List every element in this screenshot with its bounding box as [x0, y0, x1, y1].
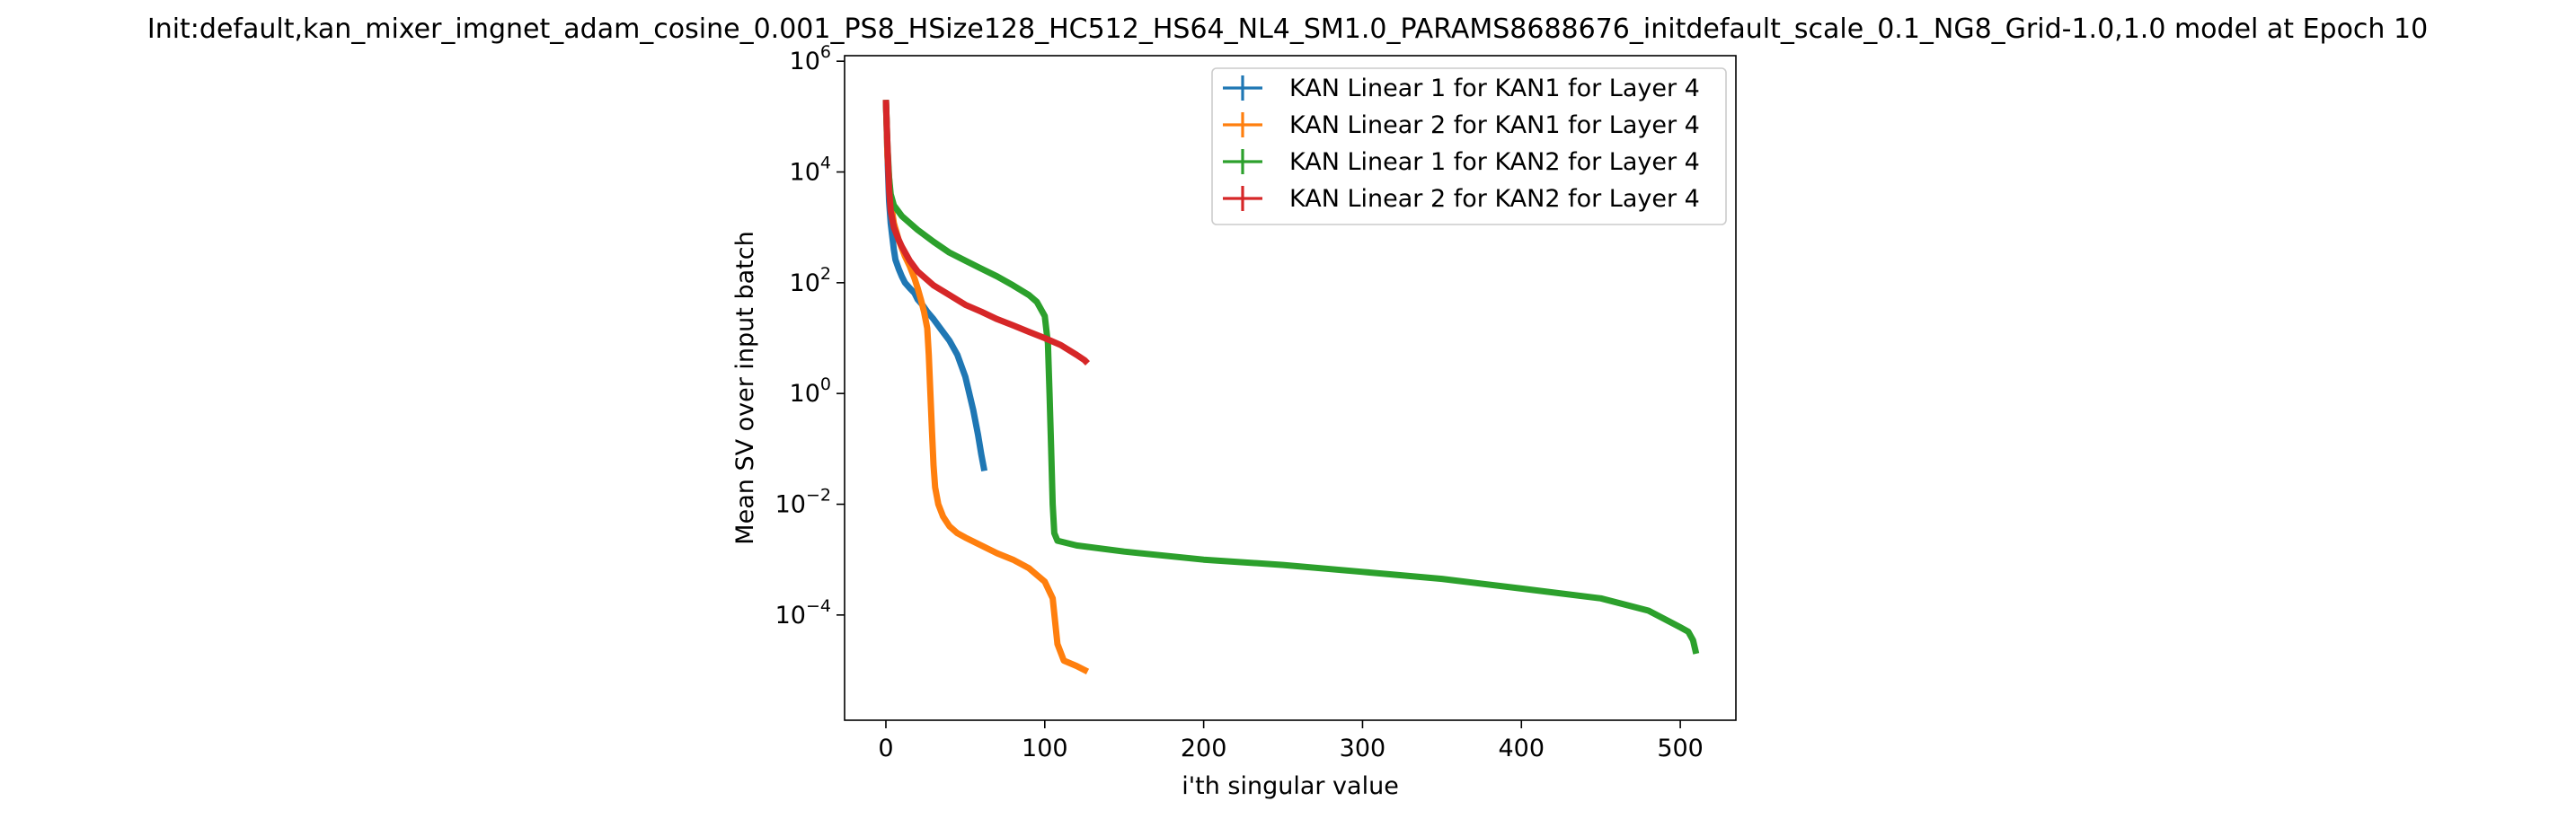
legend-item: KAN Linear 1 for KAN2 for Layer 4 — [1223, 148, 1700, 176]
x-tick-label: 400 — [1499, 735, 1545, 762]
x-tick-label: 500 — [1657, 735, 1704, 762]
legend: KAN Linear 1 for KAN1 for Layer 4 KAN Lin… — [1211, 67, 1727, 225]
y-tick-label: 10−2 — [775, 486, 831, 519]
legend-item: KAN Linear 2 for KAN1 for Layer 4 — [1223, 111, 1700, 139]
x-tick-label: 200 — [1181, 735, 1227, 762]
series-line-2 — [882, 100, 1090, 675]
legend-label: KAN Linear 1 for KAN1 for Layer 4 — [1289, 75, 1700, 102]
y-axis-label: Mean SV over input batch — [731, 231, 759, 544]
x-tick-label: 0 — [878, 735, 893, 762]
series-line-1 — [882, 100, 988, 472]
y-tick-label: 106 — [790, 42, 831, 75]
x-tick-label: 100 — [1022, 735, 1068, 762]
chart-title: Init:default,kan_mixer_imgnet_adam_cosin… — [147, 13, 2428, 45]
x-axis: 0 100 200 300 400 500 — [878, 720, 1704, 762]
legend-item: KAN Linear 1 for KAN1 for Layer 4 — [1223, 75, 1700, 102]
series-line-3 — [882, 100, 1700, 655]
legend-label: KAN Linear 1 for KAN2 for Layer 4 — [1289, 148, 1700, 176]
plot-frame — [844, 55, 1737, 721]
x-tick-label: 300 — [1340, 735, 1386, 762]
series-line-4 — [882, 100, 1091, 366]
y-tick-label: 104 — [790, 154, 831, 187]
legend-label: KAN Linear 2 for KAN2 for Layer 4 — [1289, 185, 1700, 213]
x-axis-label: i'th singular value — [1182, 772, 1399, 800]
y-tick-label: 102 — [790, 264, 831, 297]
y-tick-label: 100 — [790, 374, 831, 408]
legend-item: KAN Linear 2 for KAN2 for Layer 4 — [1223, 185, 1700, 213]
legend-label: KAN Linear 2 for KAN1 for Layer 4 — [1289, 111, 1700, 139]
legend-box — [1211, 67, 1727, 225]
y-tick-label: 10−4 — [775, 596, 831, 630]
y-axis: 10−4 10−2 100 102 104 106 — [775, 42, 845, 630]
series-layer — [882, 100, 1700, 675]
